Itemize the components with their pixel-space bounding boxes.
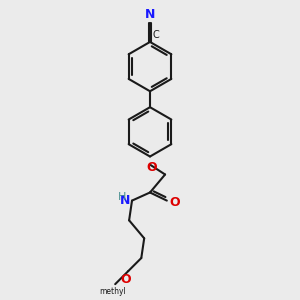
Text: O: O — [169, 196, 180, 209]
Text: H: H — [118, 191, 126, 202]
Text: N: N — [145, 8, 155, 21]
Text: C: C — [153, 30, 159, 40]
Text: O: O — [121, 273, 131, 286]
Text: methyl: methyl — [99, 287, 126, 296]
Text: N: N — [120, 194, 130, 207]
Text: O: O — [146, 161, 157, 174]
